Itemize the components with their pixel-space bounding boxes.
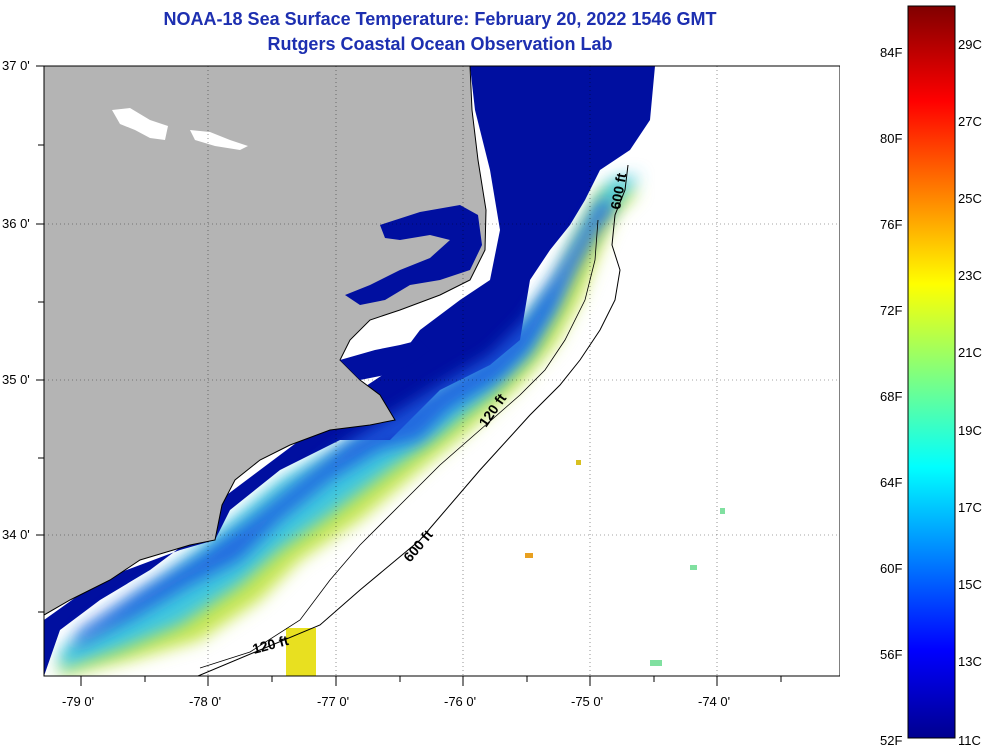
sound-water-2 bbox=[340, 340, 430, 380]
map-title: NOAA-18 Sea Surface Temperature: Februar… bbox=[163, 9, 717, 29]
longitude-label: -76 0' bbox=[444, 694, 477, 709]
map-frame bbox=[43, 65, 840, 677]
isobath-120ft bbox=[199, 219, 599, 669]
longitude-label: -77 0' bbox=[317, 694, 350, 709]
nearshore-cold-water bbox=[44, 66, 655, 676]
colorbar-c-label: 29C bbox=[958, 37, 982, 52]
sound-water bbox=[345, 205, 482, 305]
colorbar-c-label: 25C bbox=[958, 191, 982, 206]
latitude-label: 35 0' bbox=[2, 372, 30, 387]
colorbar-c-label: 21C bbox=[958, 345, 982, 360]
longitude-label: -75 0' bbox=[571, 694, 604, 709]
latitude-label: 34 0' bbox=[2, 527, 30, 542]
latitude-label: 37 0' bbox=[2, 58, 30, 73]
colorbar-c-label: 13C bbox=[958, 654, 982, 669]
colorbar-c-label: 15C bbox=[958, 577, 982, 592]
land-area bbox=[44, 66, 487, 616]
colorbar-f-label: 60F bbox=[880, 561, 903, 576]
isobath-label: 600 ft bbox=[607, 171, 629, 210]
colorbar-f-label: 84F bbox=[880, 45, 903, 60]
longitude-label: -78 0' bbox=[189, 694, 222, 709]
colorbar-f-label: 76F bbox=[880, 217, 903, 232]
lake bbox=[112, 108, 168, 140]
nearshore-blue-water bbox=[70, 200, 615, 650]
lake bbox=[190, 130, 248, 150]
colorbar-f-label: 68F bbox=[880, 389, 903, 404]
colorbar-c-label: 11C bbox=[958, 733, 981, 748]
sst-map: 600 ft 120 ft 600 ft 120 ft bbox=[36, 65, 840, 686]
colorbar-f-label: 72F bbox=[880, 303, 903, 318]
colorbar-f-label: 64F bbox=[880, 475, 903, 490]
colorbar-c-label: 27C bbox=[958, 114, 982, 129]
latitude-label: 36 0' bbox=[2, 216, 30, 231]
colorbar-c-label: 19C bbox=[958, 423, 982, 438]
longitude-label: -74 0' bbox=[698, 694, 731, 709]
longitude-label: -79 0' bbox=[62, 694, 95, 709]
map-subtitle: Rutgers Coastal Ocean Observation Lab bbox=[267, 34, 613, 54]
temperature-colorbar bbox=[907, 5, 956, 739]
colorbar-c-label: 23C bbox=[958, 268, 982, 283]
colorbar-f-label: 52F bbox=[880, 733, 903, 748]
isobath-600ft bbox=[197, 164, 629, 676]
colorbar-f-label: 56F bbox=[880, 647, 903, 662]
mid-shelf-water bbox=[60, 175, 640, 670]
colorbar-f-label: 80F bbox=[880, 131, 903, 146]
colorbar-c-label: 17C bbox=[958, 500, 982, 515]
